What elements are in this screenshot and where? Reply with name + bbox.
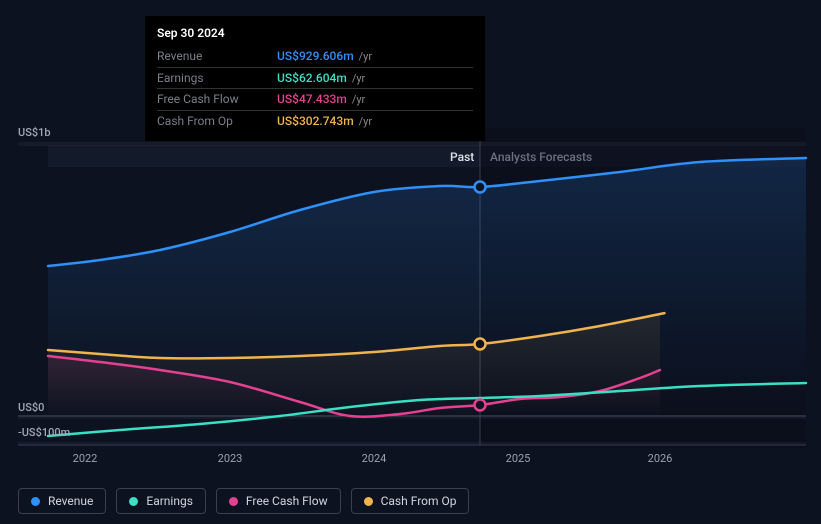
tooltip-row-value: US$929.606m /yr (277, 46, 473, 67)
legend-item-free-cash-flow[interactable]: Free Cash Flow (216, 488, 341, 514)
legend-dot-icon (129, 497, 138, 506)
tooltip-row: Cash From Op US$302.743m /yr (157, 110, 473, 131)
tooltip-row-label: Cash From Op (157, 110, 277, 131)
section-label-past: Past (450, 150, 474, 164)
tooltip-row-value: US$47.433m /yr (277, 89, 473, 111)
legend-label: Cash From Op (381, 494, 457, 508)
legend-label: Revenue (48, 494, 93, 508)
legend-label: Earnings (146, 494, 193, 508)
legend-item-revenue[interactable]: Revenue (18, 488, 106, 514)
x-tick-label: 2026 (648, 452, 673, 465)
y-tick-label: -US$100m (18, 426, 70, 439)
tooltip-row: Earnings US$62.604m /yr (157, 67, 473, 89)
tooltip-row-value: US$302.743m /yr (277, 110, 473, 131)
y-tick-label: US$0 (18, 401, 44, 414)
tooltip-row: Free Cash Flow US$47.433m /yr (157, 89, 473, 111)
x-tick-label: 2022 (73, 452, 98, 465)
chart-legend: Revenue Earnings Free Cash Flow Cash From O… (18, 488, 469, 514)
legend-label: Free Cash Flow (246, 494, 328, 508)
tooltip-row-label: Free Cash Flow (157, 89, 277, 111)
x-tick-label: 2025 (506, 452, 531, 465)
legend-item-earnings[interactable]: Earnings (116, 488, 206, 514)
y-tick-label: US$1b (18, 126, 51, 139)
financials-chart: Past Analysts Forecasts US$1b US$0 -US$100… (0, 0, 821, 524)
tooltip-row-value: US$62.604m /yr (277, 67, 473, 89)
chart-tooltip: Sep 30 2024 Revenue US$929.606m /yrEarni… (145, 16, 485, 141)
x-tick-label: 2024 (362, 452, 387, 465)
tooltip-row-label: Earnings (157, 67, 277, 89)
x-tick-label: 2023 (218, 452, 243, 465)
legend-item-cash-from-op[interactable]: Cash From Op (351, 488, 470, 514)
tooltip-row-label: Revenue (157, 46, 277, 67)
tooltip-row: Revenue US$929.606m /yr (157, 46, 473, 67)
legend-dot-icon (229, 497, 238, 506)
legend-dot-icon (364, 497, 373, 506)
tooltip-date: Sep 30 2024 (157, 24, 473, 42)
legend-dot-icon (31, 497, 40, 506)
section-label-forecast: Analysts Forecasts (490, 150, 592, 164)
